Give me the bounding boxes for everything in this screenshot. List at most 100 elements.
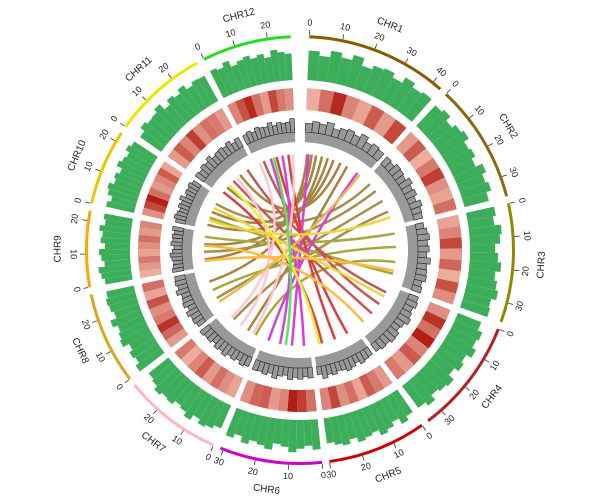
histogram-bar	[466, 276, 498, 291]
histogram-bar	[183, 389, 208, 421]
histogram-bar	[197, 396, 220, 427]
tick-label: 30	[326, 469, 337, 480]
gray-bar	[191, 180, 202, 189]
track-base	[256, 350, 313, 368]
histogram-bar	[427, 120, 453, 144]
histogram-bar	[109, 297, 139, 313]
gray-bar	[297, 367, 304, 380]
tick-label: 30	[405, 45, 419, 59]
histogram-bar	[140, 121, 169, 147]
histogram-bar	[119, 168, 146, 184]
histogram-bar	[147, 118, 174, 142]
histogram-bar	[462, 292, 492, 308]
chromosome-label: CHR3	[535, 251, 548, 279]
heatmap-cell	[150, 180, 174, 196]
ideogram	[329, 423, 423, 463]
heatmap-cell	[391, 349, 414, 373]
heatmap-cell	[174, 338, 197, 360]
tick-label: 10	[392, 447, 405, 460]
histogram-bar	[154, 367, 182, 395]
heatmap-cell	[319, 387, 332, 411]
tick-label: 20	[80, 318, 93, 331]
histogram-bar	[425, 359, 454, 387]
heatmap-cell	[201, 361, 222, 385]
histogram-bar	[191, 78, 213, 108]
link	[204, 157, 330, 246]
histogram-bar	[106, 285, 136, 299]
heatmap-cell	[214, 107, 233, 132]
tick-mark	[393, 443, 397, 449]
histogram-bar	[99, 224, 132, 234]
heatmap-cell	[199, 117, 220, 141]
histogram-bar	[148, 357, 173, 380]
chromosome-label: CHR5	[374, 465, 404, 485]
chromosome-label: CHR4	[480, 383, 506, 412]
tick-mark	[152, 409, 157, 415]
heatmap-cell	[343, 380, 360, 405]
heatmap-cell	[206, 112, 226, 136]
histogram-bar	[152, 362, 178, 387]
heatmap-cell	[277, 388, 290, 412]
histogram-bar	[104, 219, 133, 229]
tick-label: 10	[224, 27, 237, 40]
heatmap-cell	[306, 88, 321, 112]
gray-bar	[304, 123, 313, 133]
histogram-bar	[174, 93, 197, 119]
tick-label: 10	[69, 249, 79, 259]
tick-label: 20	[69, 213, 80, 224]
tick-mark	[142, 96, 147, 101]
heatmap-cell	[138, 227, 162, 237]
tick-mark	[508, 302, 514, 305]
heatmap-cell	[382, 119, 407, 145]
tick-mark	[120, 122, 125, 127]
gray-bar	[174, 274, 186, 282]
histogram-bar	[335, 57, 353, 87]
tick-label: 20	[467, 387, 481, 401]
link	[235, 177, 271, 327]
heatmap-cell	[160, 161, 183, 179]
tick-label: 0	[307, 17, 312, 27]
histogram-bar	[469, 243, 496, 253]
gray-bar	[410, 284, 423, 294]
heatmap-cell	[139, 268, 163, 279]
histogram-bar	[209, 68, 229, 99]
link	[251, 154, 296, 335]
heatmap-cell	[275, 88, 287, 112]
histogram-bar	[310, 419, 321, 450]
link	[203, 190, 377, 254]
gray-bar	[289, 118, 296, 133]
link	[222, 191, 324, 344]
histogram-bar	[460, 299, 491, 318]
gray-bar	[199, 324, 212, 336]
track-base	[314, 338, 368, 367]
histogram-bar	[469, 252, 499, 263]
histogram-bar	[221, 60, 240, 94]
histogram-bar	[256, 53, 269, 85]
histogram-bar	[439, 340, 467, 363]
heatmap-cell	[297, 389, 307, 412]
gray-bar	[417, 245, 430, 253]
heatmap-cell	[409, 148, 434, 171]
heatmap-cell	[405, 335, 429, 358]
heatmap-cell	[180, 344, 203, 367]
track-base	[181, 228, 194, 271]
heatmap-cell	[139, 220, 163, 231]
heatmap-cell	[239, 379, 256, 404]
heatmap-cell	[395, 131, 419, 155]
histogram-bar	[277, 51, 287, 82]
tick-label: 10	[522, 230, 533, 241]
heatmap-cell	[167, 149, 191, 170]
track-base	[184, 272, 214, 322]
histogram-bar	[102, 231, 131, 239]
ideogram	[84, 210, 92, 288]
histogram-bar	[345, 54, 365, 89]
heatmap-cell	[160, 321, 184, 341]
heatmap-cell	[284, 88, 294, 111]
link	[239, 162, 342, 211]
histogram-bar	[368, 402, 389, 436]
histogram-bar	[113, 178, 142, 194]
gray-bar	[417, 239, 428, 247]
tick-mark	[465, 386, 470, 391]
ideogram	[89, 294, 132, 380]
histogram-bar	[161, 372, 187, 399]
